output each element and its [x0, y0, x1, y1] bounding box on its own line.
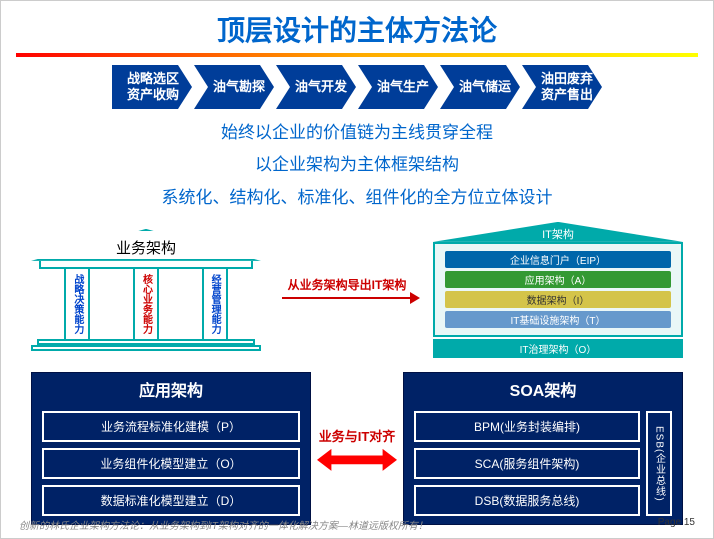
subtitle-line: 始终以企业的价值链为主线贯穿全程 — [1, 117, 713, 149]
pillar: 经营管理能力 — [202, 269, 228, 339]
subtitle-line: 系统化、结构化、标准化、组件化的全方位立体设计 — [1, 182, 713, 214]
chevron-step: 战略选区资产收购 — [112, 65, 192, 109]
value-chain-chevrons: 战略选区资产收购 油气勘探 油气开发 油气生产 油气储运 油田废弃资产售出 — [1, 65, 713, 109]
panel-body: 业务流程标准化建模（P） 业务组件化模型建立（O） 数据标准化模型建立（D） — [32, 405, 310, 524]
arrow-line-icon — [282, 297, 412, 299]
application-architecture-panel: 应用架构 业务流程标准化建模（P） 业务组件化模型建立（O） 数据标准化模型建立… — [31, 372, 311, 525]
panel-item: DSB(数据服务总线) — [414, 485, 640, 516]
panel-side-esb: ESB(企业总线) — [646, 411, 672, 516]
temple-architrave — [39, 261, 253, 269]
derive-arrow: 从业务架构导出IT架构 — [282, 276, 412, 303]
it-layer: IT基础设施架构（T） — [445, 311, 671, 328]
it-layer: 应用架构（A） — [445, 271, 671, 288]
bottom-panels-row: 应用架构 业务流程标准化建模（P） 业务组件化模型建立（O） 数据标准化模型建立… — [1, 372, 713, 525]
panel-title: SOA架构 — [404, 373, 682, 405]
temple-base — [31, 345, 261, 351]
panel-item: BPM(业务封装编排) — [414, 411, 640, 442]
double-arrow-icon — [317, 449, 397, 471]
panel-item: 业务流程标准化建模（P） — [42, 411, 300, 442]
chevron-step: 油田废弃资产售出 — [522, 65, 602, 109]
it-roof: IT架构 — [433, 222, 683, 242]
panel-column: 业务流程标准化建模（P） 业务组件化模型建立（O） 数据标准化模型建立（D） — [42, 411, 300, 516]
it-governance-bar: IT治理架构（O） — [433, 339, 683, 358]
alignment-double-arrow: 业务与IT对齐 — [312, 372, 402, 525]
footer-text: 创新的林氏企业架构方法论：从业务架构到IT架构对齐的一体化解决方案—林道远版权所… — [19, 517, 428, 532]
temple-label: 业务架构 — [116, 237, 176, 258]
it-layer: 企业信息门户（EIP） — [445, 251, 671, 268]
it-architecture-stack: IT架构 企业信息门户（EIP） 应用架构（A） 数据架构（I） IT基础设施架… — [433, 222, 683, 358]
arrow-label: 从业务架构导出IT架构 — [288, 278, 407, 292]
panel-title: 应用架构 — [32, 373, 310, 405]
chevron-step: 油气储运 — [440, 65, 520, 109]
page-number: Page 15 — [658, 517, 695, 532]
subtitle-block: 始终以企业的价值链为主线贯穿全程 以企业架构为主体框架结构 系统化、结构化、标准… — [1, 117, 713, 214]
pillar: 战略决策能力 — [64, 269, 90, 339]
panel-item: 数据标准化模型建立（D） — [42, 485, 300, 516]
temple-columns: 战略决策能力 核心业务能力 经营管理能力 — [31, 269, 261, 339]
soa-architecture-panel: SOA架构 BPM(业务封装编排) SCA(服务组件架构) DSB(数据服务总线… — [403, 372, 683, 525]
pillar: 核心业务能力 — [133, 269, 159, 339]
slide-footer: 创新的林氏企业架构方法论：从业务架构到IT架构对齐的一体化解决方案—林道远版权所… — [19, 517, 695, 532]
gradient-divider — [16, 53, 698, 57]
chevron-step: 油气开发 — [276, 65, 356, 109]
slide-title: 顶层设计的主体方法论 — [1, 1, 713, 53]
it-roof-label: IT架构 — [542, 226, 574, 242]
panel-item: 业务组件化模型建立（O） — [42, 448, 300, 479]
subtitle-line: 以企业架构为主体框架结构 — [1, 149, 713, 181]
it-frame: 企业信息门户（EIP） 应用架构（A） 数据架构（I） IT基础设施架构（T） — [433, 242, 683, 337]
chevron-step: 油气生产 — [358, 65, 438, 109]
panel-item: SCA(服务组件架构) — [414, 448, 640, 479]
panel-column: BPM(业务封装编排) SCA(服务组件架构) DSB(数据服务总线) — [414, 411, 640, 516]
chevron-step: 油气勘探 — [194, 65, 274, 109]
double-arrow-label: 业务与IT对齐 — [319, 426, 396, 445]
it-layer: 数据架构（I） — [445, 291, 671, 308]
panel-body: BPM(业务封装编排) SCA(服务组件架构) DSB(数据服务总线) ESB(… — [404, 405, 682, 524]
architecture-diagram-row: 业务架构 战略决策能力 核心业务能力 经营管理能力 从业务架构导出IT架构 IT… — [1, 222, 713, 358]
business-architecture-temple: 业务架构 战略决策能力 核心业务能力 经营管理能力 — [31, 229, 261, 351]
